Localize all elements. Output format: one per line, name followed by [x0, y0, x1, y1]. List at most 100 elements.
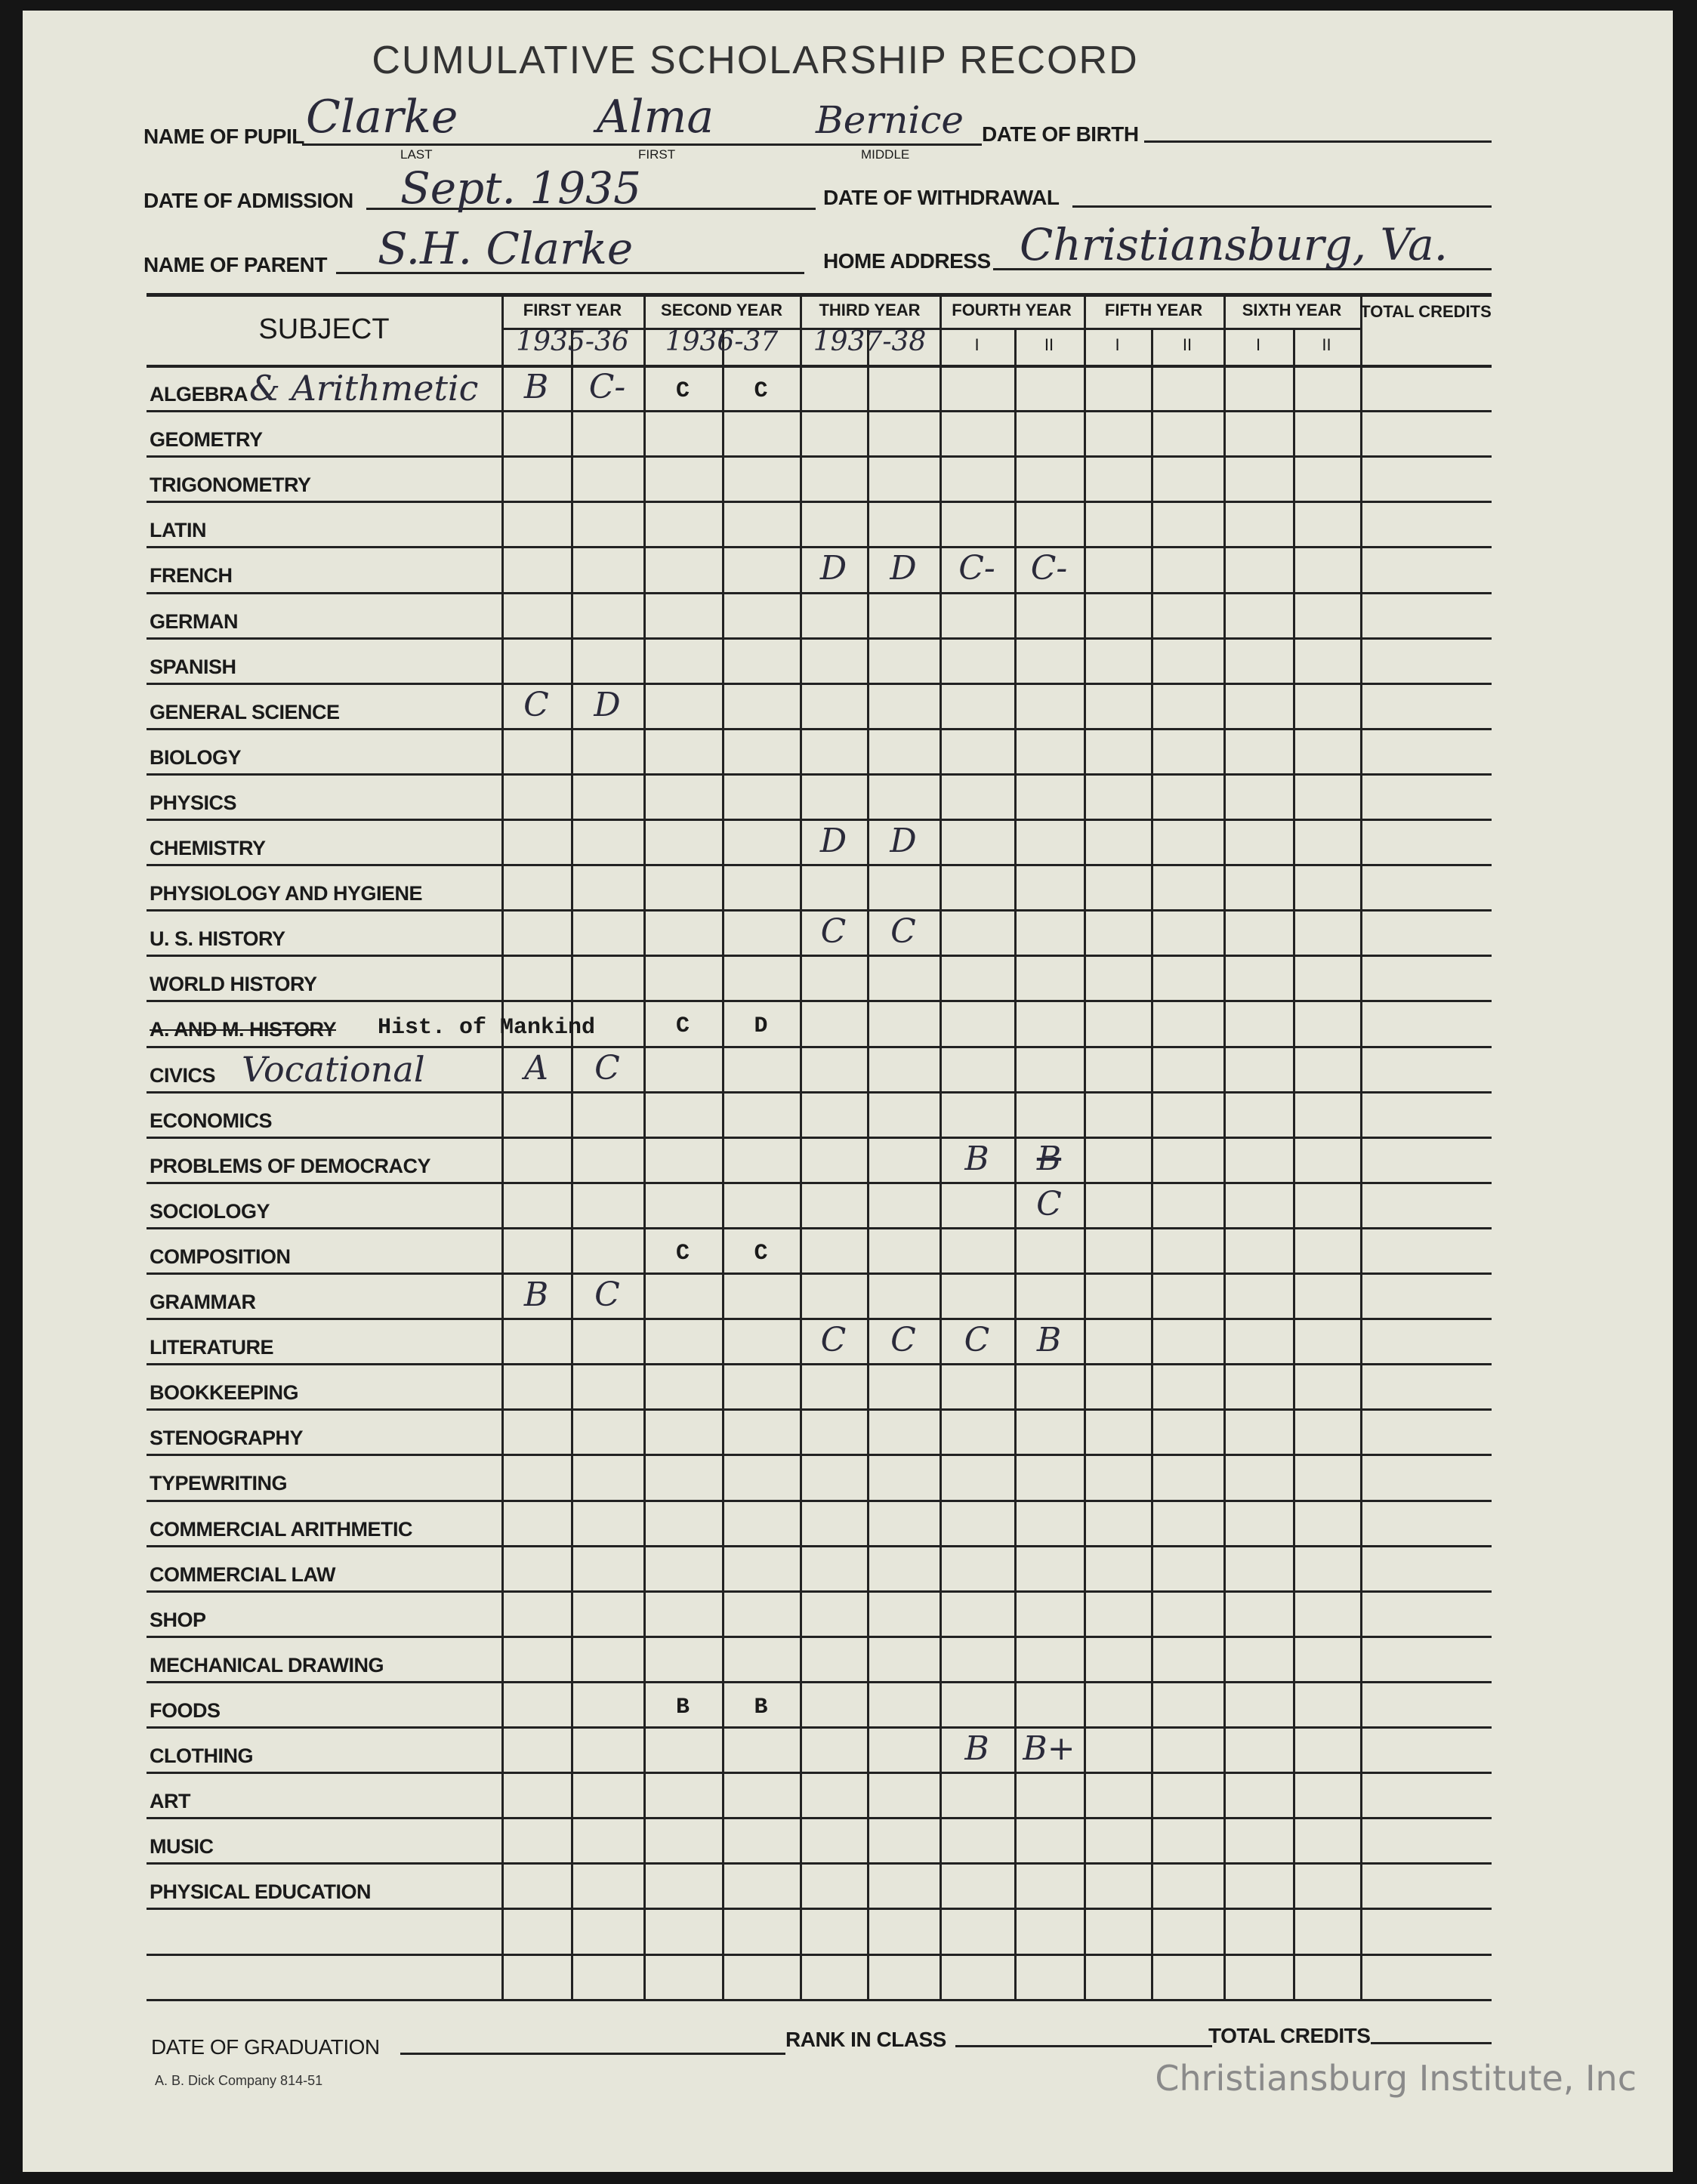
- year-header: THIRD YEAR: [819, 301, 921, 319]
- row-rule: [147, 727, 1492, 730]
- year-header: SECOND YEAR: [661, 301, 782, 319]
- term-header: II: [1182, 335, 1193, 354]
- column-rule: [800, 293, 802, 1999]
- rank-label: RANK IN CLASS: [785, 2028, 946, 2051]
- column-rule: [1014, 328, 1017, 1999]
- column-rule: [867, 328, 869, 1999]
- middle-name: Bernice: [816, 98, 964, 142]
- row-rule: [147, 1635, 1492, 1638]
- row-rule: [147, 1136, 1492, 1139]
- school-year: 1937-38: [813, 326, 927, 357]
- name-line: [302, 143, 982, 146]
- term-header: II: [1322, 335, 1331, 354]
- grade-cell: D: [819, 822, 847, 860]
- withdrawal-line: [1072, 205, 1492, 208]
- grade-cell: A: [524, 1048, 548, 1087]
- row-rule: [147, 1045, 1492, 1048]
- row-rule: [147, 1318, 1492, 1321]
- column-rule: [1151, 328, 1153, 1999]
- column-rule: [940, 293, 942, 1999]
- grade-cell: D: [890, 822, 917, 860]
- printer-imprint: A. B. Dick Company 814-51: [155, 2073, 323, 2088]
- row-rule: [147, 591, 1492, 594]
- grade-cell: C: [675, 1013, 690, 1040]
- school-year: 1935-36: [516, 326, 629, 357]
- grade-cell: C: [890, 912, 916, 952]
- term-header: I: [1255, 335, 1261, 354]
- grade-cell: D: [754, 1013, 768, 1040]
- grade-cell: C: [964, 1321, 990, 1360]
- grade-cell: B: [523, 1276, 549, 1314]
- row-rule: [147, 1998, 1492, 2001]
- grade-cell: C: [820, 1321, 847, 1360]
- row-rule: [147, 1544, 1492, 1547]
- grade-cell: B: [523, 368, 549, 406]
- grade-cell: B: [1036, 1139, 1062, 1178]
- row-rule: [147, 1680, 1492, 1683]
- grade-cell: C: [1036, 1184, 1062, 1223]
- column-rule: [643, 293, 646, 1999]
- graduation-label: DATE OF GRADUATION: [151, 2035, 380, 2059]
- row-rule: [147, 1908, 1492, 1911]
- row-rule: [147, 955, 1492, 958]
- admission-line: [366, 208, 816, 210]
- row-rule: [147, 501, 1492, 504]
- subject-label: TYPEWRITING: [150, 1472, 288, 1495]
- row-rule: [147, 1817, 1492, 1820]
- grade-cell: C: [594, 1276, 620, 1314]
- column-rule: [571, 328, 573, 1999]
- grade-cell: B: [964, 1729, 989, 1768]
- subject-label: COMMERCIAL LAW: [150, 1562, 335, 1586]
- form-title: CUMULATIVE SCHOLARSHIP RECORD: [372, 39, 1139, 82]
- grade-cell: C: [675, 378, 690, 404]
- first-caption: FIRST: [638, 147, 676, 162]
- total-credits-header: TOTAL CREDITS: [1360, 302, 1492, 321]
- subject-label: TRIGONOMETRY: [150, 474, 311, 497]
- subject-label: GERMAN: [150, 609, 239, 633]
- address-label: HOME ADDRESS: [823, 249, 991, 273]
- grade-cell: B+: [1023, 1729, 1075, 1768]
- header-bottom-rule: [147, 365, 1492, 368]
- dob-line: [1144, 140, 1492, 143]
- grade-cell: C: [594, 1048, 620, 1087]
- subject-label: MUSIC: [150, 1835, 214, 1859]
- subject-label: WORLD HISTORY: [150, 973, 317, 996]
- first-name: Alma: [597, 91, 714, 143]
- address-line: [993, 268, 1492, 270]
- subject-label: CIVICS: [150, 1063, 216, 1087]
- admission-label: DATE OF ADMISSION: [143, 189, 353, 212]
- withdrawal-label: DATE OF WITHDRAWAL: [823, 186, 1060, 209]
- subject-label: SHOP: [150, 1608, 206, 1631]
- subject-label: GEOMETRY: [150, 428, 263, 452]
- grade-cell: D: [819, 549, 847, 588]
- year-header: FIRST YEAR: [523, 301, 622, 319]
- row-rule: [147, 1181, 1492, 1184]
- subject-label: GRAMMAR: [150, 1291, 256, 1313]
- grade-cell: C: [754, 378, 768, 404]
- subject-label: MECHANICAL DRAWING: [150, 1653, 384, 1677]
- subject-label: ECONOMICS: [150, 1109, 273, 1132]
- rank-line: [955, 2045, 1212, 2047]
- dob-label: DATE OF BIRTH: [982, 122, 1139, 146]
- subject-label: ALGEBRA: [150, 383, 248, 406]
- subject-label: PROBLEMS OF DEMOCRACY: [150, 1154, 431, 1177]
- last-caption: LAST: [400, 147, 433, 162]
- name-label: NAME OF PUPIL: [143, 125, 304, 148]
- grade-cell: B: [1036, 1321, 1062, 1360]
- term-header: II: [1044, 335, 1054, 354]
- middle-caption: MIDDLE: [861, 147, 910, 162]
- row-rule: [147, 1862, 1492, 1865]
- subject-label: LITERATURE: [150, 1336, 274, 1359]
- subject-label: BOOKKEEPING: [150, 1381, 299, 1405]
- row-rule: [147, 1272, 1492, 1275]
- row-rule: [147, 1363, 1492, 1366]
- subject-label: FRENCH: [150, 564, 233, 588]
- row-rule: [147, 546, 1492, 549]
- parent-label: NAME OF PARENT: [143, 253, 327, 276]
- year-header: FIFTH YEAR: [1104, 301, 1203, 319]
- parent-line: [336, 272, 804, 274]
- subject-label: CHEMISTRY: [150, 837, 266, 859]
- subject-label: SOCIOLOGY: [150, 1199, 270, 1223]
- row-rule: [147, 1408, 1492, 1411]
- row-rule: [147, 773, 1492, 776]
